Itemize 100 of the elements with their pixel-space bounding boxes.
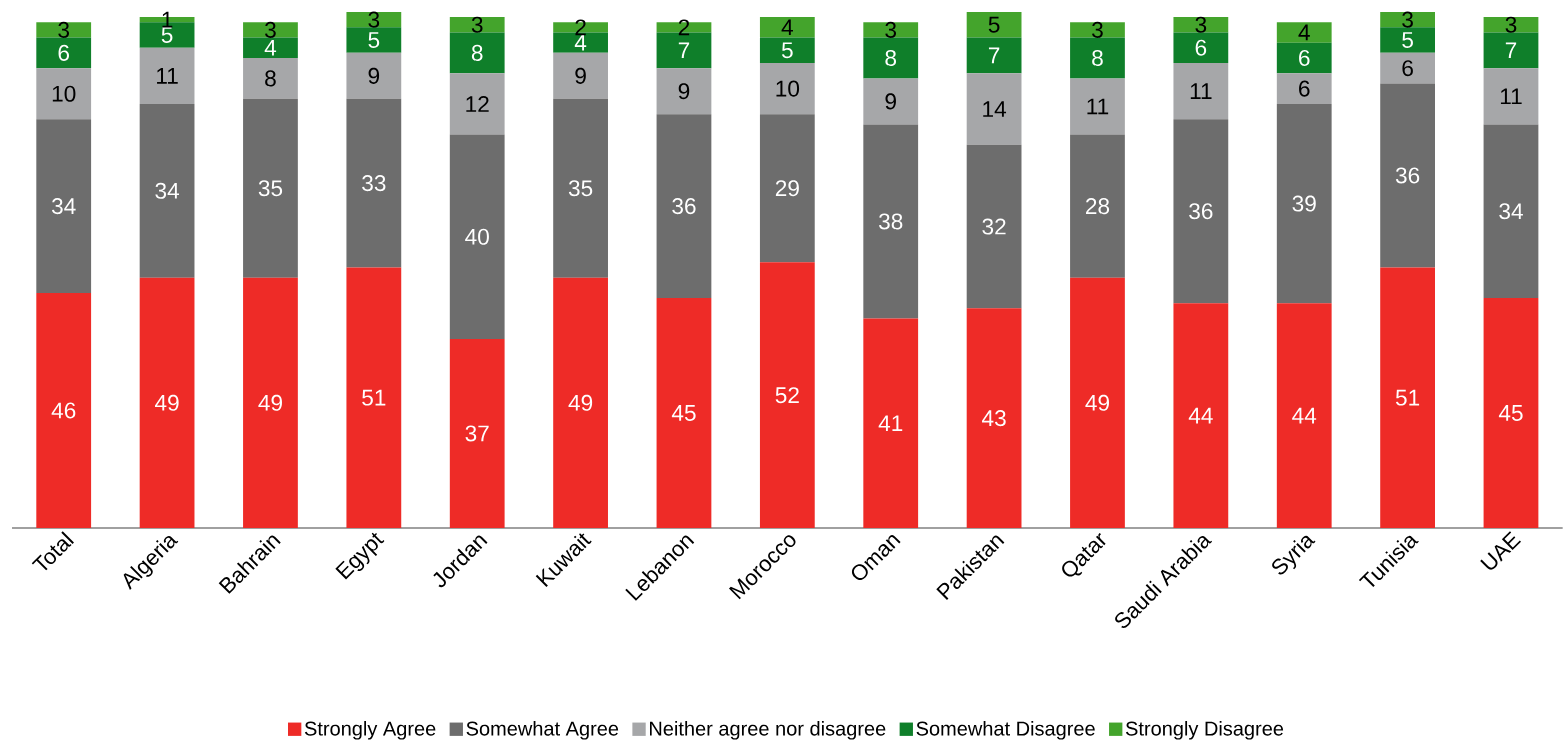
bar xyxy=(1276,73,1332,104)
data-label: 9 xyxy=(575,67,586,84)
bar xyxy=(36,119,92,293)
data-label: 6 xyxy=(1402,60,1413,77)
bar xyxy=(1483,32,1539,69)
data-label: 33 xyxy=(362,175,386,192)
bar xyxy=(1380,52,1435,84)
bar xyxy=(36,68,92,120)
data-label: 10 xyxy=(52,85,76,102)
data-label: 8 xyxy=(471,44,483,61)
bar xyxy=(759,262,815,528)
bar xyxy=(1070,78,1125,135)
data-label: 3 xyxy=(1402,11,1413,28)
bar xyxy=(759,37,815,64)
legend-label: Strongly Disagree xyxy=(1125,720,1284,740)
bar xyxy=(346,98,402,268)
data-label: 3 xyxy=(1092,21,1103,38)
bar xyxy=(1276,22,1332,43)
data-label: 3 xyxy=(1505,16,1517,33)
bar xyxy=(1380,27,1435,53)
data-label: 10 xyxy=(776,80,800,97)
data-label: 8 xyxy=(885,49,897,66)
data-label: 44 xyxy=(1292,407,1317,424)
bar xyxy=(759,63,815,115)
bar xyxy=(449,32,505,74)
data-label: 12 xyxy=(466,96,489,112)
data-label: 34 xyxy=(155,182,180,199)
data-label: 34 xyxy=(1499,203,1523,220)
data-label: 36 xyxy=(672,198,696,215)
legend-label: Somewhat Disagree xyxy=(916,720,1095,740)
data-label: 52 xyxy=(775,387,799,404)
bar xyxy=(1483,68,1539,125)
data-label: 11 xyxy=(1087,98,1109,115)
bar xyxy=(449,338,505,528)
bar xyxy=(243,37,298,58)
legend-label: Strongly Agree xyxy=(304,720,436,740)
legend-label: Somewhat Agree xyxy=(466,720,619,740)
bar xyxy=(243,22,298,38)
bar xyxy=(863,22,919,38)
data-label: 6 xyxy=(1299,80,1310,97)
bar xyxy=(1173,17,1229,33)
data-label: 43 xyxy=(982,410,1006,427)
bar xyxy=(863,37,919,79)
bar xyxy=(553,52,608,99)
data-label: 51 xyxy=(1395,389,1420,406)
bar xyxy=(1070,22,1125,38)
data-label: 11 xyxy=(1190,83,1212,99)
bar xyxy=(553,277,608,528)
data-label: 36 xyxy=(1189,203,1213,220)
bar xyxy=(553,98,608,278)
bar xyxy=(966,37,1022,74)
data-label: 4 xyxy=(781,19,793,36)
data-label: 7 xyxy=(678,42,690,59)
data-label: 45 xyxy=(671,405,696,421)
data-label: 3 xyxy=(58,21,69,38)
bar xyxy=(863,78,919,125)
bar xyxy=(1276,42,1332,74)
bar xyxy=(656,298,712,528)
bar xyxy=(346,267,402,528)
data-label: 5 xyxy=(988,16,1000,33)
data-label: 5 xyxy=(161,27,173,43)
bar xyxy=(1380,267,1435,528)
data-label: 44 xyxy=(1188,407,1213,424)
data-label: 4 xyxy=(1298,24,1310,41)
bar xyxy=(759,17,815,38)
bar xyxy=(346,52,402,99)
data-label: 32 xyxy=(982,218,1006,235)
bar xyxy=(1380,83,1435,268)
data-label: 35 xyxy=(568,180,593,197)
data-label: 3 xyxy=(265,21,276,38)
data-label: 37 xyxy=(465,425,489,442)
data-label: 7 xyxy=(1505,42,1517,59)
bar xyxy=(1173,32,1229,64)
bar xyxy=(966,11,1022,38)
data-label: 3 xyxy=(471,16,483,33)
data-label: 29 xyxy=(775,180,799,197)
data-label: 51 xyxy=(362,389,386,406)
bar xyxy=(1173,119,1229,304)
bar xyxy=(346,27,402,53)
data-label: 28 xyxy=(1086,198,1110,215)
data-label: 36 xyxy=(1395,167,1420,184)
data-label: 5 xyxy=(368,32,380,48)
data-label: 46 xyxy=(51,402,76,419)
bar xyxy=(243,57,298,99)
bar xyxy=(656,68,712,115)
data-label: 9 xyxy=(368,67,380,84)
data-label: 8 xyxy=(1092,49,1103,66)
bar xyxy=(1173,303,1229,528)
bar xyxy=(449,73,505,135)
data-label: 14 xyxy=(983,101,1007,117)
data-label: 2 xyxy=(575,19,586,36)
data-label: 49 xyxy=(568,394,593,411)
bar xyxy=(346,11,402,28)
bar xyxy=(243,98,298,278)
bar xyxy=(139,47,195,104)
bar xyxy=(139,277,195,528)
data-label: 34 xyxy=(51,198,76,215)
data-label: 5 xyxy=(781,42,793,59)
bar xyxy=(1070,37,1125,79)
data-label: 35 xyxy=(258,180,283,197)
